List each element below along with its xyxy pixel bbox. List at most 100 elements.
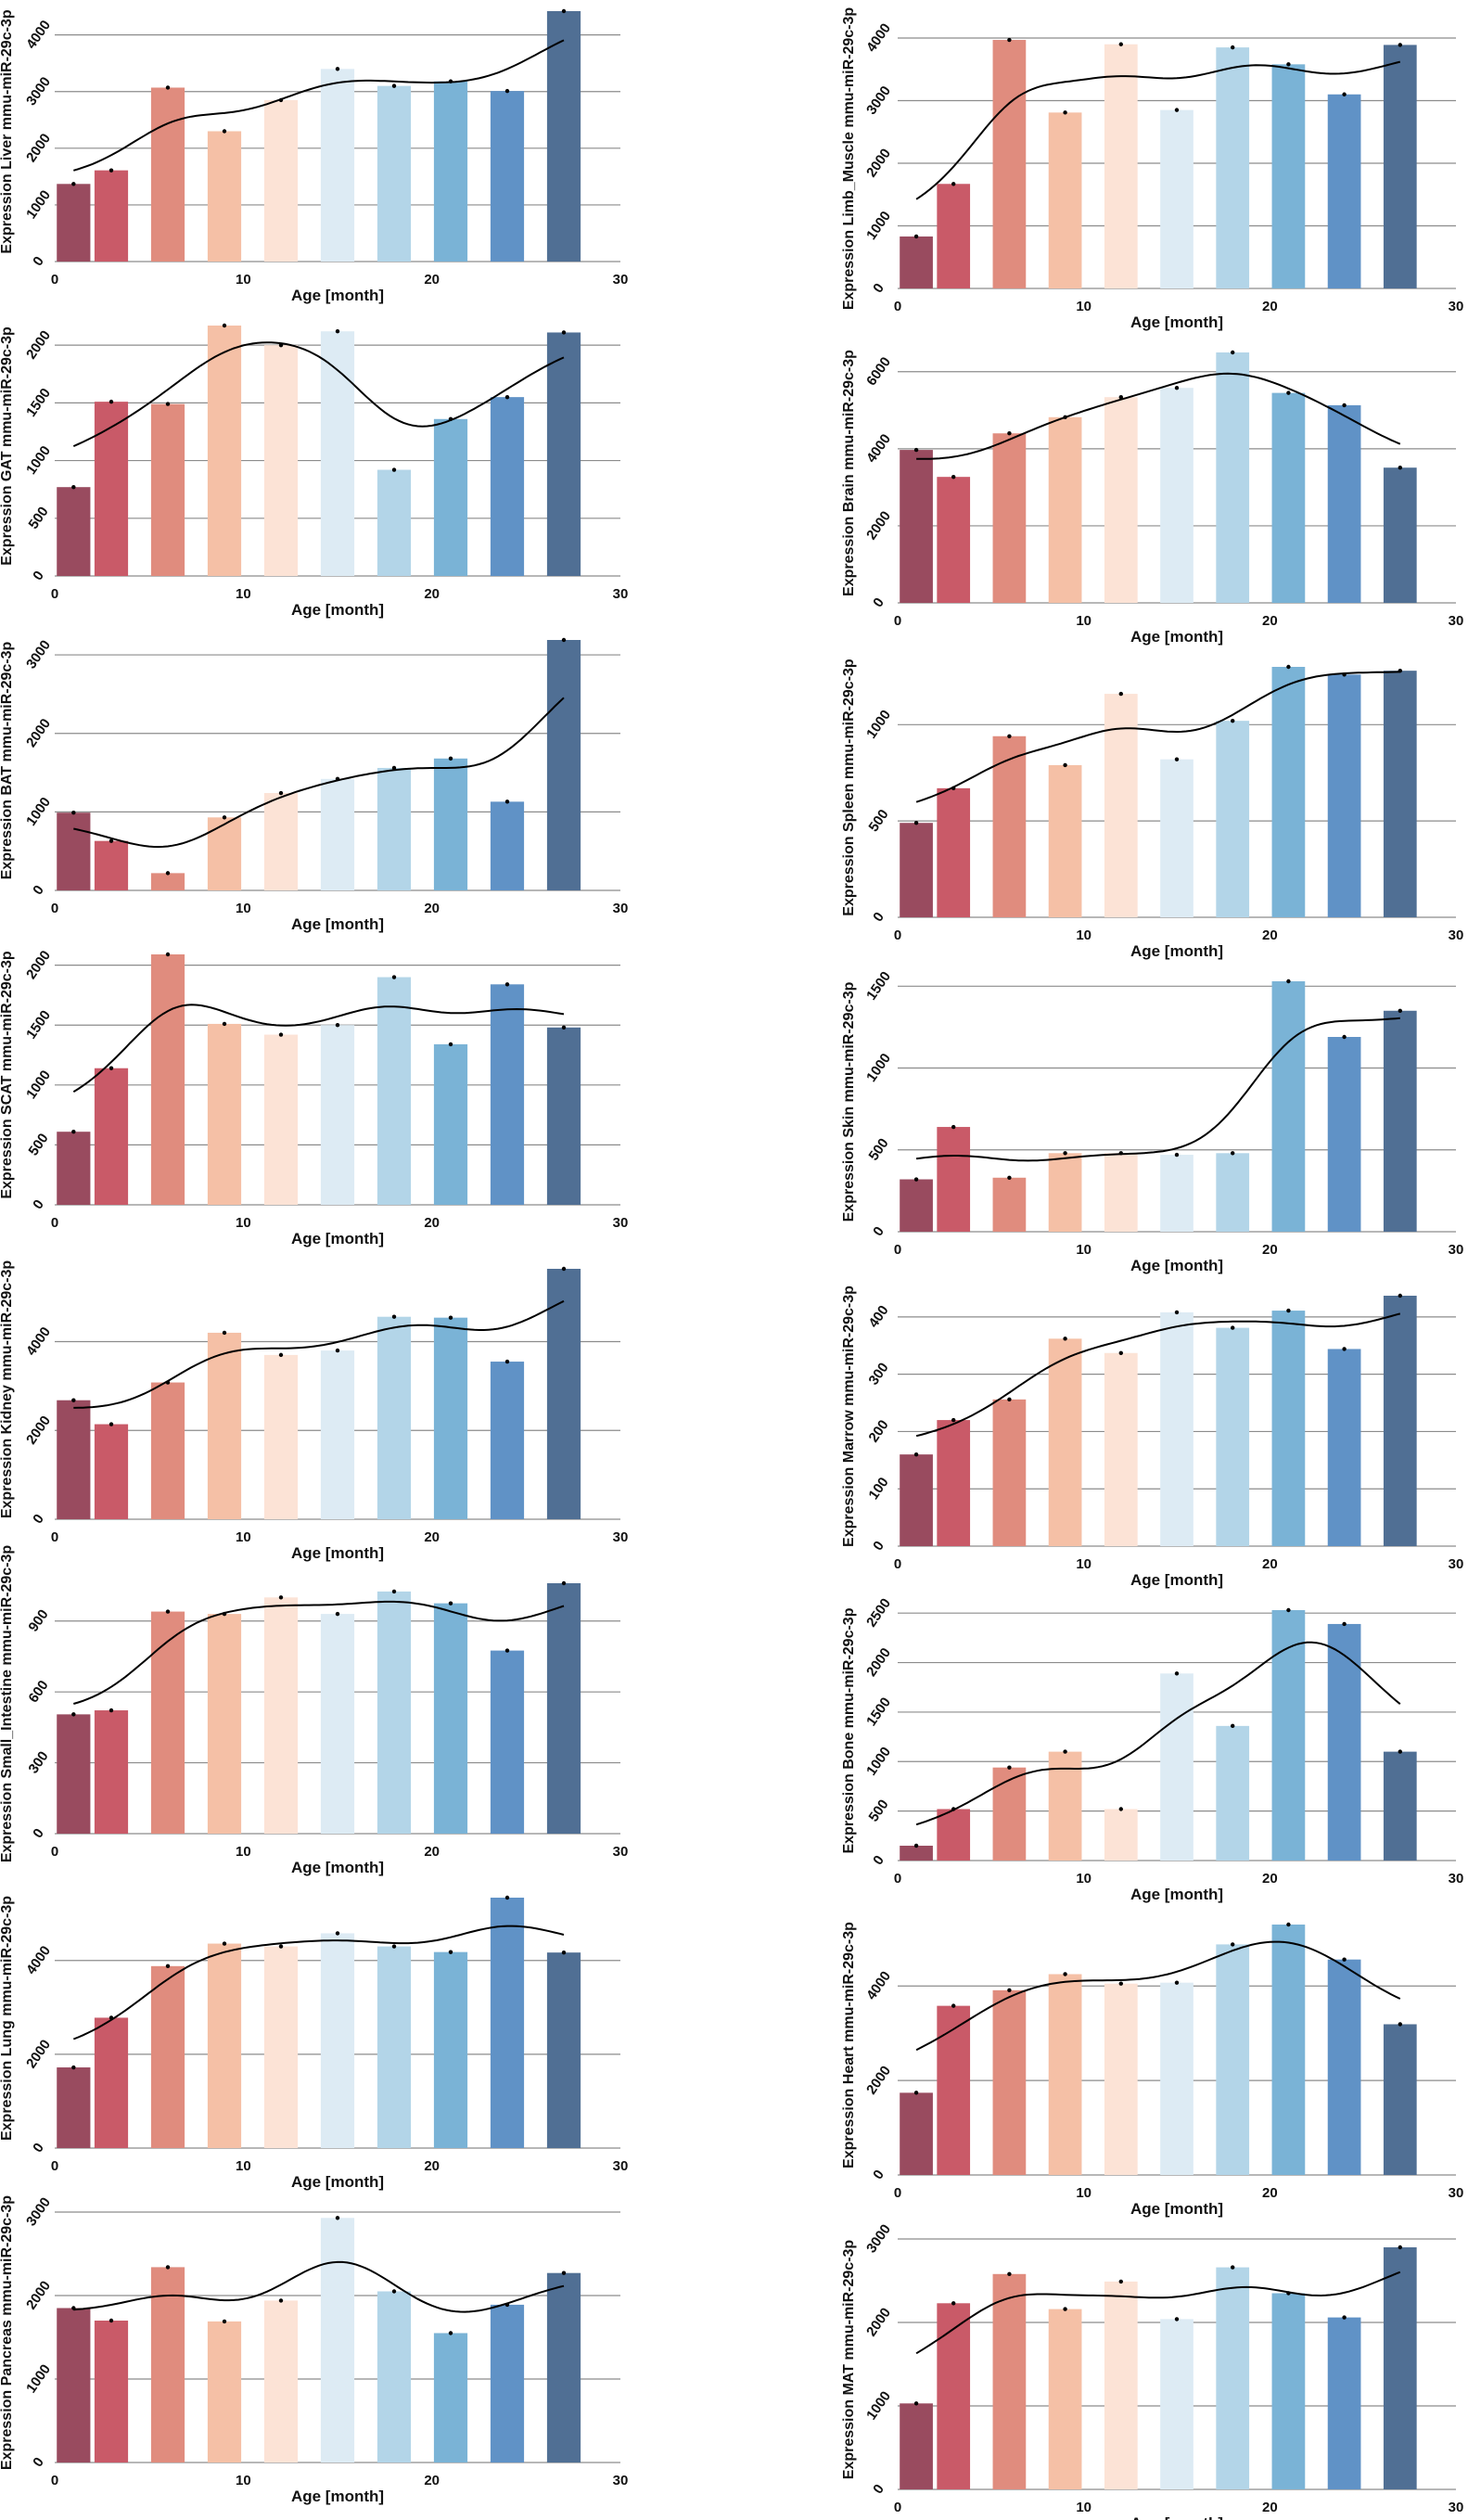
- bar: [150, 1611, 185, 1834]
- mean-marker: [222, 129, 227, 134]
- bar: [320, 69, 355, 262]
- bar: [1383, 2247, 1417, 2489]
- bar: [937, 787, 971, 917]
- bar: [546, 2272, 581, 2462]
- mean-marker: [222, 323, 227, 328]
- bar: [57, 184, 91, 262]
- y-tick-label: 3000: [23, 637, 54, 672]
- y-axis-label: Expression SCAT mmu-miR-29c-3p: [0, 951, 15, 1199]
- bar: [320, 2218, 355, 2462]
- mean-marker: [448, 1315, 453, 1320]
- bar: [150, 403, 185, 576]
- mean-marker: [561, 1025, 567, 1030]
- x-tick-label: 0: [51, 586, 58, 602]
- x-tick-label: 10: [1076, 927, 1091, 943]
- bar: [94, 840, 129, 890]
- mean-marker: [1286, 390, 1291, 395]
- bar: [1104, 1153, 1138, 1232]
- x-tick-label: 30: [1449, 2185, 1464, 2201]
- mean-marker: [1174, 2317, 1180, 2322]
- y-axis-label: Expression Bone mmu-miR-29c-3p: [841, 1607, 857, 1853]
- bar: [1048, 1338, 1082, 1546]
- bar: [57, 487, 91, 576]
- y-tick-label: 0: [30, 1196, 47, 1212]
- y-tick-label: 1000: [23, 795, 54, 829]
- bar: [1048, 1153, 1082, 1232]
- mean-marker: [1286, 62, 1291, 67]
- mean-marker: [561, 1580, 567, 1586]
- bar: [94, 402, 129, 576]
- x-tick-label: 0: [51, 2158, 58, 2174]
- bar: [900, 236, 933, 288]
- mean-marker: [1342, 2315, 1347, 2320]
- x-tick-label: 0: [51, 1529, 58, 1545]
- chart-heart: 0 2000 4000 0 10 20 30 Age [month] Expression He…: [841, 1922, 1463, 2218]
- mean-marker: [222, 815, 227, 820]
- bar: [57, 2067, 91, 2148]
- mean-marker: [913, 1177, 919, 1182]
- bar: [546, 1269, 581, 1519]
- bar: [433, 758, 468, 890]
- trend-line: [915, 1312, 1401, 1438]
- mean-marker: [391, 467, 397, 472]
- mean-marker: [951, 474, 956, 480]
- bar: [1271, 1311, 1306, 1546]
- x-axis-label: Age [month]: [291, 915, 384, 933]
- mean-marker: [71, 811, 76, 815]
- bar: [1048, 1751, 1082, 1861]
- bar: [1160, 388, 1194, 603]
- bar: [94, 2321, 129, 2462]
- mean-marker: [1118, 691, 1124, 697]
- mean-marker: [913, 447, 919, 453]
- mean-marker: [1174, 1152, 1180, 1158]
- bar: [433, 1603, 468, 1834]
- y-tick-label: 500: [865, 1797, 891, 1824]
- y-tick-label: 2000: [863, 2063, 894, 2097]
- y-axis-label: Expression Heart mmu-miR-29c-3p: [841, 1922, 857, 2168]
- x-axis-label: Age [month]: [1130, 1886, 1223, 1903]
- mean-marker: [165, 871, 171, 876]
- mean-marker: [448, 1950, 453, 1954]
- bar: [1383, 467, 1417, 603]
- mean-marker: [222, 1330, 227, 1336]
- y-tick-label: 1500: [863, 968, 894, 1003]
- bar: [1327, 94, 1361, 288]
- mean-marker: [448, 1601, 453, 1605]
- trend-line: [915, 2271, 1401, 2355]
- mean-marker: [222, 1021, 227, 1027]
- mean-marker: [1118, 2279, 1124, 2284]
- trend-line: [73, 697, 565, 849]
- bar: [1271, 64, 1306, 288]
- y-axis-label: Expression Pancreas mmu-miR-29c-3p: [0, 2195, 15, 2470]
- bar: [900, 2092, 933, 2175]
- bar: [937, 1420, 971, 1546]
- x-tick-label: 30: [1449, 1556, 1464, 1572]
- trend-line: [916, 372, 1401, 460]
- y-tick-label: 200: [865, 1417, 891, 1445]
- x-axis-label: Age [month]: [1130, 628, 1223, 646]
- y-axis-label: Expression Marrow mmu-miR-29c-3p: [841, 1286, 857, 1547]
- mean-marker: [1118, 394, 1124, 400]
- bar: [1327, 2317, 1361, 2489]
- bar: [1048, 764, 1082, 917]
- trend-line: [73, 1299, 565, 1409]
- trend-line: [915, 1017, 1400, 1162]
- bar: [263, 1354, 299, 1519]
- x-axis-label: Age [month]: [1130, 2514, 1223, 2520]
- chart-pancreas: 0 1000 2000 3000 0 10 20 30 Age [month] Expressio…: [0, 2194, 628, 2505]
- mean-marker: [391, 1314, 397, 1319]
- bar: [1216, 2267, 1250, 2489]
- bar: [1160, 1673, 1194, 1861]
- mean-marker: [1398, 2245, 1403, 2250]
- trend-line: [72, 1004, 565, 1094]
- mean-marker: [951, 1417, 956, 1423]
- bar: [490, 1898, 525, 2148]
- x-tick-label: 20: [424, 586, 440, 602]
- y-tick-label: 600: [25, 1678, 51, 1706]
- bar: [546, 1027, 581, 1205]
- bar: [992, 1767, 1027, 1861]
- y-tick-label: 2000: [863, 146, 894, 180]
- bar: [320, 331, 355, 576]
- bar: [57, 812, 91, 890]
- bar: [263, 2300, 299, 2462]
